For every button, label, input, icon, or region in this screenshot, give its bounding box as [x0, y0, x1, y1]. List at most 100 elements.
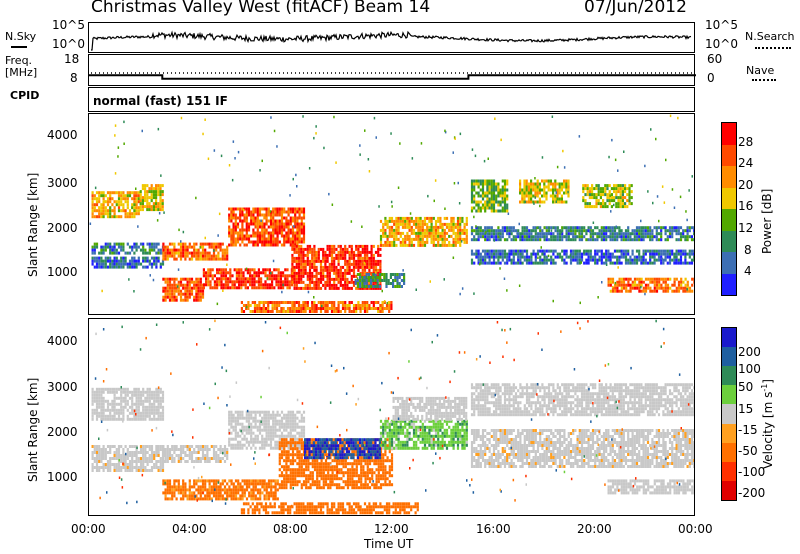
power-cell [495, 261, 498, 265]
power-cell [278, 219, 281, 223]
velocity-cell [280, 434, 284, 438]
power-cell [423, 216, 427, 220]
power-cell [677, 283, 681, 287]
power-cell [530, 200, 533, 204]
power-noise-point [539, 204, 541, 208]
power-cell [545, 249, 548, 253]
power-cell [102, 245, 105, 249]
velocity-cell [278, 422, 281, 426]
power-cell [682, 261, 685, 265]
velocity-cell [245, 416, 248, 420]
velocity-cell [291, 434, 295, 438]
power-cell [605, 249, 608, 253]
power-cell [253, 283, 256, 287]
power-cell [328, 247, 331, 251]
power-cell [538, 200, 541, 204]
power-cell [671, 232, 674, 236]
power-cell [100, 256, 103, 260]
velocity-cell [269, 413, 273, 417]
power-cell [296, 231, 299, 235]
power-noise-point [487, 157, 489, 160]
velocity-cell [144, 445, 147, 448]
power-cell [627, 261, 630, 265]
power-cell [675, 289, 678, 293]
velocity-cell [206, 457, 209, 460]
power-noise-point [673, 206, 676, 209]
power-noise-point [658, 219, 660, 223]
velocity-cell [128, 445, 132, 448]
power-cell [591, 235, 595, 239]
power-cell [412, 222, 416, 226]
power-cell [113, 200, 116, 204]
power-cell [567, 182, 570, 186]
velocity-cell [232, 413, 235, 417]
power-cell [486, 229, 489, 233]
velocity-cell [146, 463, 149, 466]
power-cell [684, 255, 687, 259]
power-cell [445, 225, 449, 229]
power-cell [317, 250, 320, 254]
power-cell [615, 190, 618, 194]
power-cell [541, 252, 544, 256]
power-cell [335, 274, 338, 278]
power-cell [680, 280, 683, 284]
velocity-cell [261, 419, 264, 423]
power-cell [315, 304, 318, 307]
power-cell [412, 219, 416, 223]
power-cell [662, 289, 665, 293]
power-cell [333, 310, 336, 313]
power-cell [684, 249, 687, 253]
velocity-cell [232, 437, 235, 441]
velocity-cell [106, 469, 110, 472]
power-cell [182, 248, 185, 252]
power-cell [188, 251, 191, 255]
power-cell [313, 247, 316, 251]
power-cell [538, 182, 541, 186]
velocity-cell [95, 402, 99, 406]
power-cell [589, 235, 592, 239]
velocity-cell [291, 413, 295, 417]
power-cell [651, 277, 654, 281]
velocity-cell [157, 411, 160, 415]
power-cell [324, 286, 327, 290]
power-cell [390, 228, 394, 232]
power-cell [591, 205, 594, 209]
power-cell [280, 225, 284, 229]
power-cell [131, 262, 134, 266]
power-cell [554, 238, 557, 242]
power-cell [228, 219, 231, 223]
power-cell [484, 232, 487, 236]
power-noise-point [679, 195, 682, 199]
power-cell [673, 229, 676, 233]
velocity-cell [234, 425, 237, 429]
power-cell [350, 286, 353, 290]
power-cell [445, 216, 449, 220]
power-cell [193, 245, 196, 249]
power-cell [128, 265, 132, 269]
power-cell [392, 285, 395, 288]
power-cell [261, 219, 264, 223]
power-cell [234, 231, 237, 235]
power-cell [186, 280, 189, 284]
velocity-cell [285, 428, 288, 432]
power-cell [311, 307, 314, 310]
power-cell [635, 232, 639, 236]
power-cell [257, 271, 260, 275]
power-cell [640, 283, 643, 287]
velocity-cell [250, 425, 253, 429]
power-cell [155, 184, 158, 188]
power-cell [324, 262, 327, 266]
power-cell [412, 243, 416, 247]
velocity-cell [142, 466, 145, 469]
power-cell [350, 274, 353, 278]
power-cell [486, 232, 489, 236]
power-noise-point [270, 116, 272, 119]
power-cell [330, 277, 334, 281]
power-cell [241, 240, 244, 244]
velocity-cell [113, 393, 116, 397]
power-cell [677, 280, 681, 284]
power-cell [412, 237, 416, 241]
power-cell [631, 280, 634, 284]
power-cell [283, 216, 286, 220]
power-cell [521, 249, 524, 253]
